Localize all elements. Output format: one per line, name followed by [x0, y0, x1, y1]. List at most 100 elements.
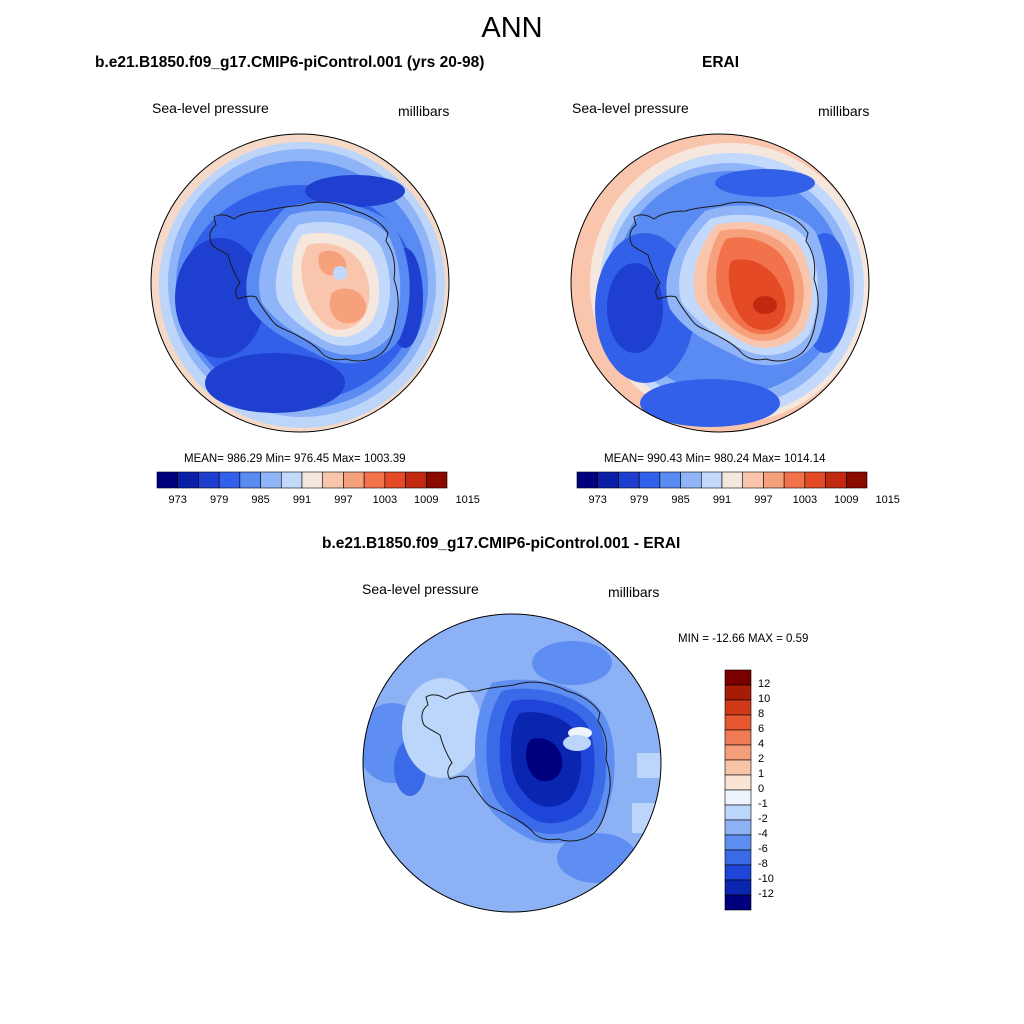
colorbar-box	[322, 471, 344, 489]
colorbar-box	[724, 729, 752, 746]
colorbar-tick-label: 973	[588, 494, 607, 506]
obs-antarctica-coastline	[629, 201, 819, 362]
colorbar-tick-label: 1009	[414, 494, 439, 506]
colorbar-box	[280, 471, 303, 489]
colorbar-box	[156, 471, 179, 489]
colorbar-tick-label: 12	[758, 678, 771, 690]
model-variable-label: Sea-level pressure	[152, 100, 269, 116]
colorbar-box	[742, 471, 764, 489]
colorbar-tick-label: 973	[168, 494, 187, 506]
colorbar-box	[724, 669, 752, 686]
colorbar-tick-label: 1015	[875, 494, 900, 506]
colorbar-tick-label: 4	[758, 738, 765, 750]
colorbar-box	[384, 471, 406, 489]
colorbar-box	[724, 849, 752, 866]
colorbar-tick-label: -10	[758, 873, 774, 885]
colorbar-box	[618, 471, 640, 489]
obs-units-label: millibars	[818, 103, 870, 119]
model-units-label: millibars	[398, 103, 450, 119]
colorbar-tick-label: 997	[334, 494, 353, 506]
colorbar-tick-label: -6	[758, 843, 768, 855]
diff-stats: MIN = -12.66 MAX = 0.59	[678, 633, 809, 645]
colorbar-tick-label: -8	[758, 858, 768, 870]
colorbar-box	[576, 471, 599, 489]
colorbar-box	[724, 699, 752, 716]
colorbar-box	[405, 471, 427, 489]
colorbar-box	[680, 471, 702, 489]
model-panel-title: b.e21.B1850.f09_g17.CMIP6-piControl.001 …	[95, 54, 485, 71]
colorbar-box	[724, 714, 752, 731]
colorbar-tick-label: 1003	[372, 494, 398, 506]
model-stats: MEAN= 986.29 Min= 976.45 Max= 1003.39	[184, 453, 406, 465]
diff-polar-map	[362, 613, 662, 913]
colorbar-box	[343, 471, 365, 489]
colorbar-tick-label: 8	[758, 708, 765, 720]
colorbar-box	[724, 834, 752, 851]
colorbar-box	[804, 471, 826, 489]
colorbar-tick-label: 10	[758, 693, 771, 705]
colorbar-box	[724, 744, 752, 761]
colorbar-tick-label: 997	[754, 494, 773, 506]
colorbar-tick-label: -2	[758, 813, 768, 825]
model-colorbar	[156, 471, 448, 489]
colorbar-tick-label: -12	[758, 888, 774, 900]
colorbar-tick-label: 0	[758, 783, 765, 795]
diff-map-boundary	[362, 613, 662, 913]
colorbar-tick-label: 979	[209, 494, 229, 506]
colorbar-tick-label: 2	[758, 753, 765, 765]
colorbar-box	[724, 879, 752, 896]
diff-panel-title: b.e21.B1850.f09_g17.CMIP6-piControl.001 …	[322, 535, 681, 552]
colorbar-box	[260, 471, 282, 489]
colorbar-tick-label: 1	[758, 768, 765, 780]
colorbar-tick-label: -1	[758, 798, 768, 810]
diff-colorbar	[724, 669, 752, 911]
obs-variable-label: Sea-level pressure	[572, 100, 689, 116]
colorbar-box	[721, 471, 744, 489]
colorbar-box	[724, 864, 752, 881]
colorbar-box	[724, 789, 752, 806]
colorbar-box	[724, 894, 752, 911]
obs-colorbar	[576, 471, 868, 489]
colorbar-box	[597, 471, 619, 489]
colorbar-tick-label: 6	[758, 723, 765, 735]
diff-variable-label: Sea-level pressure	[362, 581, 479, 597]
colorbar-box	[845, 471, 868, 489]
colorbar-tick-label: 979	[629, 494, 649, 506]
colorbar-tick-label: 1009	[834, 494, 859, 506]
diff-antarctica-coastline	[421, 681, 611, 842]
colorbar-tick-label: 991	[712, 494, 732, 506]
colorbar-tick-label: 985	[251, 494, 270, 506]
colorbar-tick-label: 1015	[455, 494, 480, 506]
colorbar-box	[638, 471, 661, 489]
colorbar-tick-label: 991	[292, 494, 312, 506]
obs-polar-map	[570, 133, 870, 433]
colorbar-box	[825, 471, 847, 489]
colorbar-tick-label: -4	[758, 828, 768, 840]
figure-title: ANN	[481, 12, 543, 44]
colorbar-tick-label: 985	[671, 494, 690, 506]
colorbar-box	[763, 471, 785, 489]
colorbar-box	[301, 471, 324, 489]
colorbar-box	[724, 819, 752, 836]
colorbar-box	[724, 684, 752, 701]
colorbar-box	[198, 471, 220, 489]
colorbar-box	[783, 471, 806, 489]
colorbar-box	[700, 471, 723, 489]
obs-stats: MEAN= 990.43 Min= 980.24 Max= 1014.14	[604, 453, 826, 465]
colorbar-tick-label: 1003	[792, 494, 818, 506]
colorbar-box	[177, 471, 199, 489]
model-map-boundary	[150, 133, 450, 433]
model-antarctica-coastline	[209, 201, 399, 362]
colorbar-box	[724, 774, 752, 791]
colorbar-box	[724, 804, 752, 821]
diff-units-label: millibars	[608, 584, 660, 600]
colorbar-box	[425, 471, 448, 489]
colorbar-box	[724, 759, 752, 776]
colorbar-box	[218, 471, 241, 489]
obs-map-boundary	[570, 133, 870, 433]
colorbar-box	[659, 471, 681, 489]
obs-panel-title: ERAI	[702, 54, 740, 71]
model-polar-map	[150, 133, 450, 433]
colorbar-box	[239, 471, 261, 489]
colorbar-box	[363, 471, 386, 489]
